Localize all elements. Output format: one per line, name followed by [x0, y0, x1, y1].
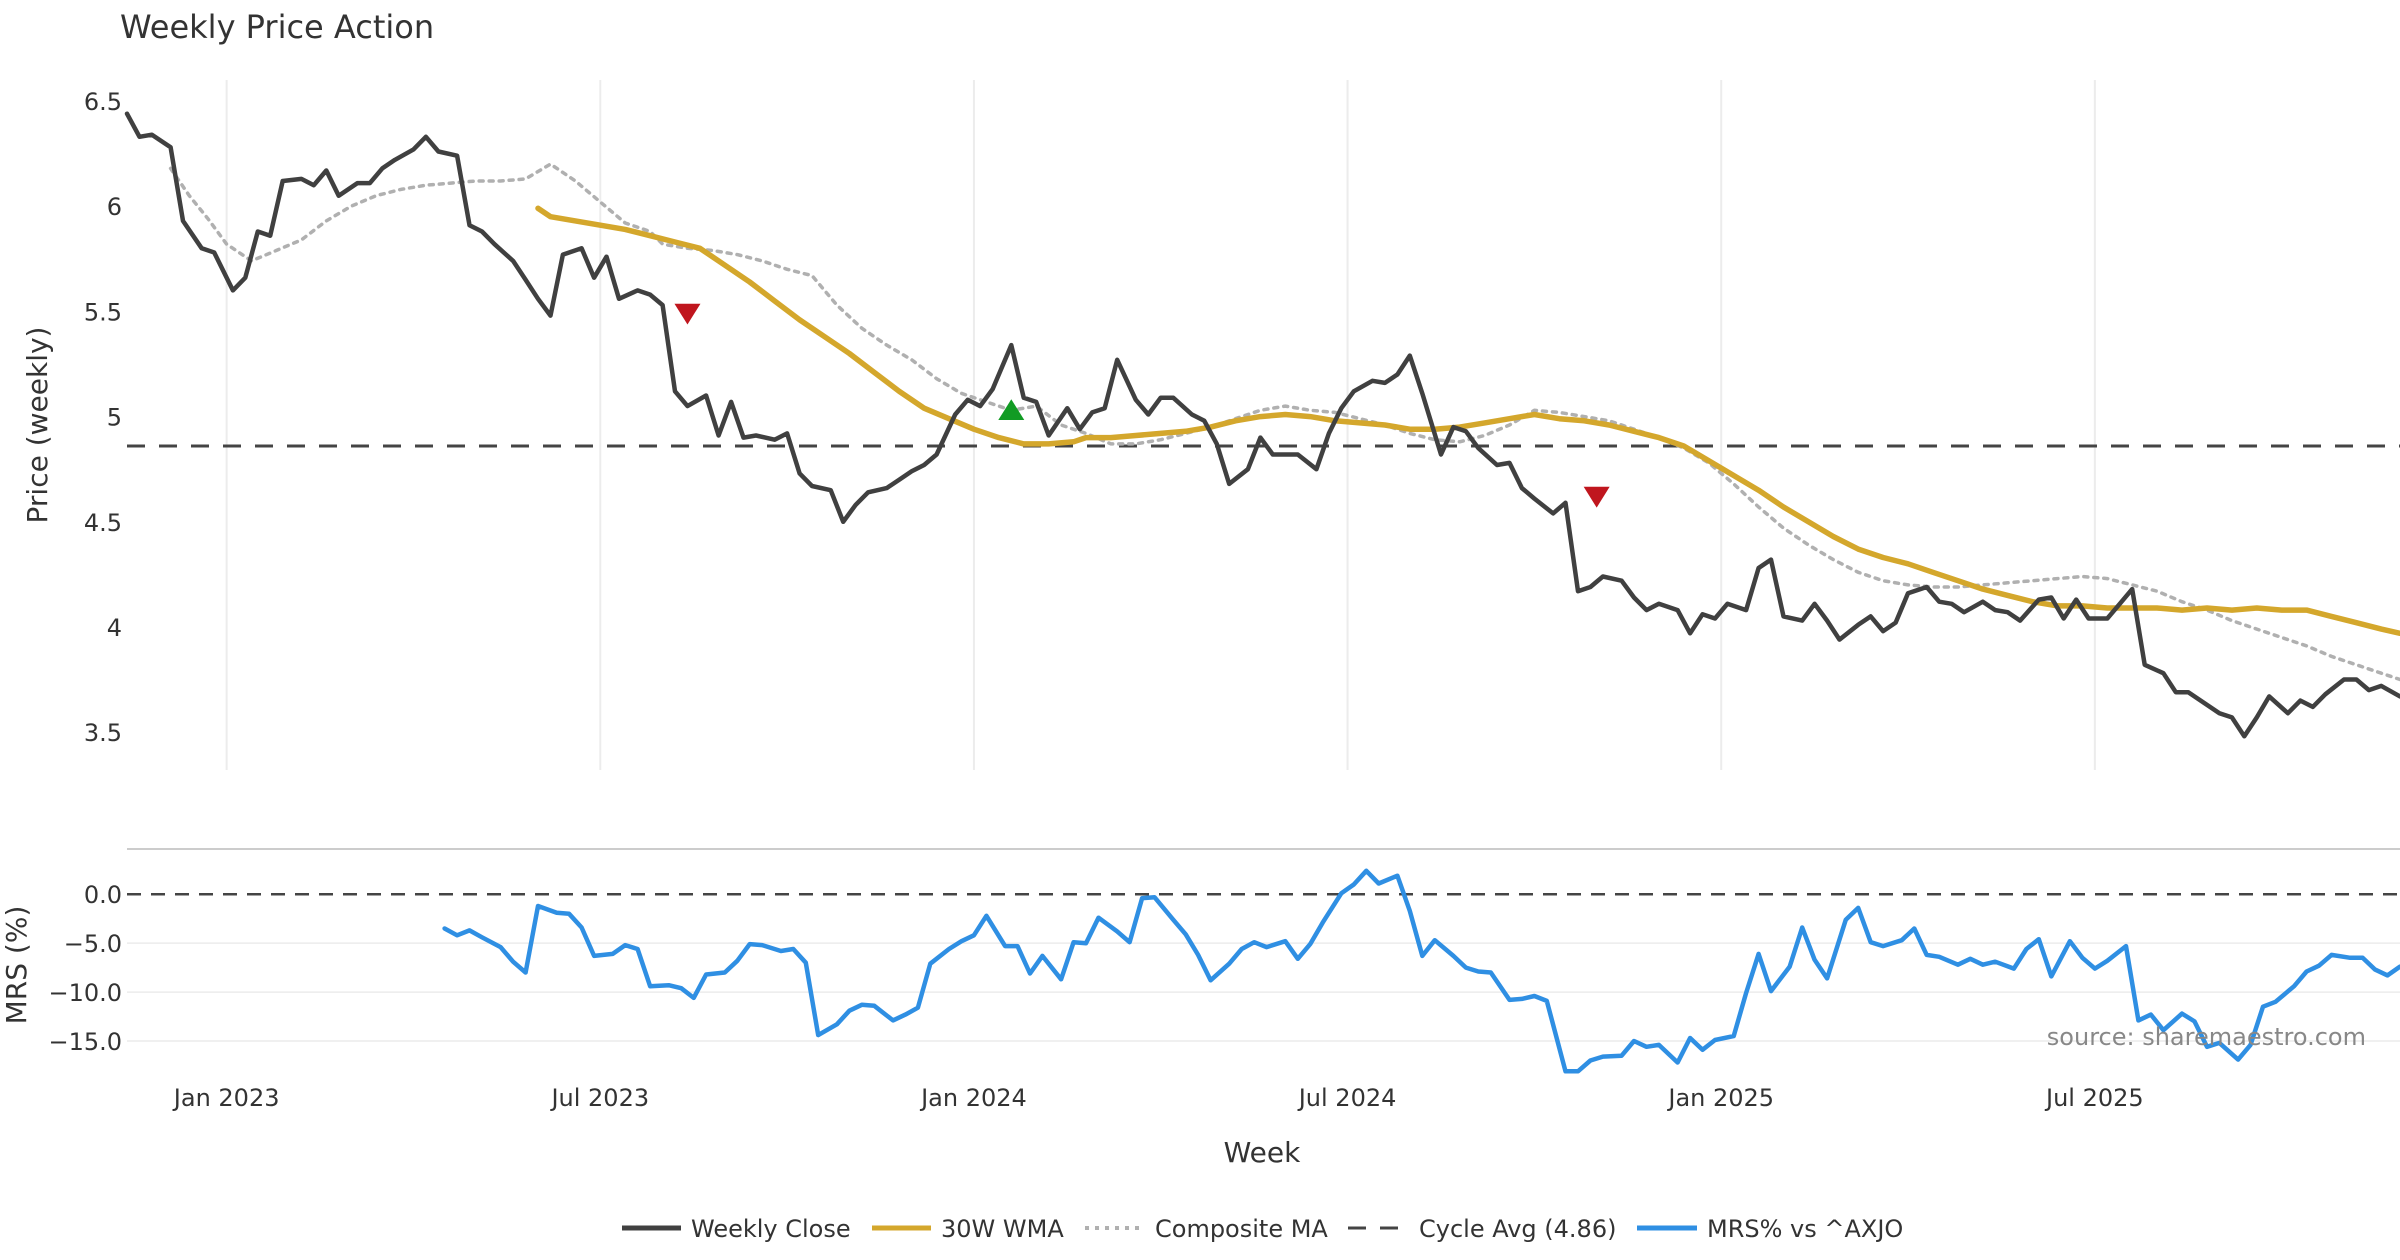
mrs-y-tick-label: 0.0: [84, 881, 122, 909]
price-series: [124, 111, 2400, 739]
mrs-y-tick-label: −10.0: [48, 979, 122, 1007]
legend-item-composite-ma: Composite MA: [1085, 1215, 1328, 1243]
series-line-30w-wma: [535, 205, 2400, 637]
mrs-y-ticks: 0.0 −5.0 −10.0 −15.0: [48, 881, 122, 1056]
source-note: source: sharemaestro.com: [2047, 1023, 2366, 1051]
legend-label-cycle-avg: Cycle Avg (4.86): [1419, 1215, 1616, 1243]
legend-label-30w-wma: 30W WMA: [941, 1215, 1064, 1243]
mrs-grid: [127, 892, 2400, 1042]
price-y-tick-label: 4: [107, 614, 122, 642]
price-y-ticks: 6.5 6 5.5 5 4.5 4 3.5: [84, 88, 122, 747]
legend-label-weekly-close: Weekly Close: [691, 1215, 851, 1243]
series-line-composite-ma: [168, 162, 2400, 682]
price-y-tick-label: 5: [107, 404, 122, 432]
price-y-axis-label: Price (weekly): [21, 327, 54, 524]
x-tick-label-jul-2023: Jul 2023: [549, 1084, 649, 1112]
x-axis-label: Week: [1224, 1136, 1301, 1169]
signal-markers: [674, 303, 1610, 508]
legend-label-mrs: MRS% vs ^AXJO: [1707, 1215, 1903, 1243]
price-y-tick-label: 4.5: [84, 509, 122, 537]
sell-signal-marker: [674, 303, 701, 325]
legend: Weekly Close 30W WMA Composite MA Cycle …: [622, 1215, 1903, 1243]
price-y-tick-label: 6.5: [84, 88, 122, 116]
legend-item-mrs: MRS% vs ^AXJO: [1637, 1215, 1903, 1243]
legend-item-weekly-close: Weekly Close: [622, 1215, 851, 1243]
sell-signal-marker: [1583, 486, 1610, 508]
buy-signal-marker: [998, 399, 1025, 421]
mrs-y-axis-label: MRS (%): [0, 906, 33, 1025]
price-y-tick-label: 3.5: [84, 719, 122, 747]
price-y-tick-label: 5.5: [84, 298, 122, 326]
legend-item-30w-wma: 30W WMA: [872, 1215, 1064, 1243]
x-tick-label-jan-2024: Jan 2024: [919, 1084, 1027, 1112]
x-tick-label-jul-2024: Jul 2024: [1297, 1084, 1397, 1112]
x-tick-label-jul-2025: Jul 2025: [2044, 1084, 2144, 1112]
x-ticks: Jan 2023 Jul 2023 Jan 2024 Jul 2024 Jan 2025…: [172, 1084, 2144, 1112]
x-tick-label-jan-2025: Jan 2025: [1666, 1084, 1774, 1112]
price-y-tick-label: 6: [107, 193, 122, 221]
x-tick-label-jan-2023: Jan 2023: [172, 1084, 280, 1112]
mrs-y-tick-label: −5.0: [64, 930, 122, 958]
price-grid: [225, 80, 2096, 770]
legend-item-cycle-avg: Cycle Avg (4.86): [1348, 1215, 1616, 1243]
mrs-series: [442, 868, 2400, 1074]
series-line-weekly-close: [124, 111, 2400, 739]
mrs-y-tick-label: −15.0: [48, 1028, 122, 1056]
series-line-mrs: [442, 868, 2400, 1074]
legend-label-composite-ma: Composite MA: [1155, 1215, 1328, 1243]
chart-title: Weekly Price Action: [120, 8, 434, 46]
